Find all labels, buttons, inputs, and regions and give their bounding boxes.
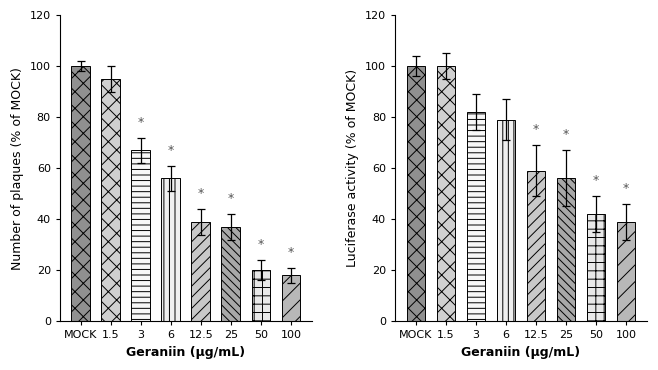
Bar: [132, 150, 150, 321]
Text: *: *: [288, 246, 294, 259]
Text: *: *: [228, 192, 234, 205]
Bar: [497, 120, 515, 321]
Bar: [587, 214, 605, 321]
X-axis label: Geraniin (μg/mL): Geraniin (μg/mL): [461, 346, 580, 359]
Text: *: *: [533, 123, 539, 136]
Bar: [282, 275, 300, 321]
Text: *: *: [138, 116, 144, 129]
Bar: [526, 171, 545, 321]
Text: *: *: [593, 174, 599, 187]
Bar: [407, 66, 425, 321]
Bar: [467, 112, 485, 321]
Bar: [251, 270, 270, 321]
Bar: [617, 222, 636, 321]
Bar: [71, 66, 90, 321]
Y-axis label: Number of plaques (% of MOCK): Number of plaques (% of MOCK): [11, 67, 24, 270]
Bar: [191, 222, 210, 321]
Bar: [222, 227, 240, 321]
Text: *: *: [623, 182, 629, 195]
Bar: [436, 66, 455, 321]
Bar: [161, 178, 180, 321]
Text: *: *: [563, 128, 569, 141]
Text: *: *: [168, 144, 174, 157]
Text: *: *: [197, 187, 204, 200]
Bar: [557, 178, 575, 321]
Y-axis label: Luciferase activity (% of MOCK): Luciferase activity (% of MOCK): [346, 69, 359, 267]
X-axis label: Geraniin (μg/mL): Geraniin (μg/mL): [126, 346, 245, 359]
Text: *: *: [258, 238, 264, 251]
Bar: [101, 79, 120, 321]
